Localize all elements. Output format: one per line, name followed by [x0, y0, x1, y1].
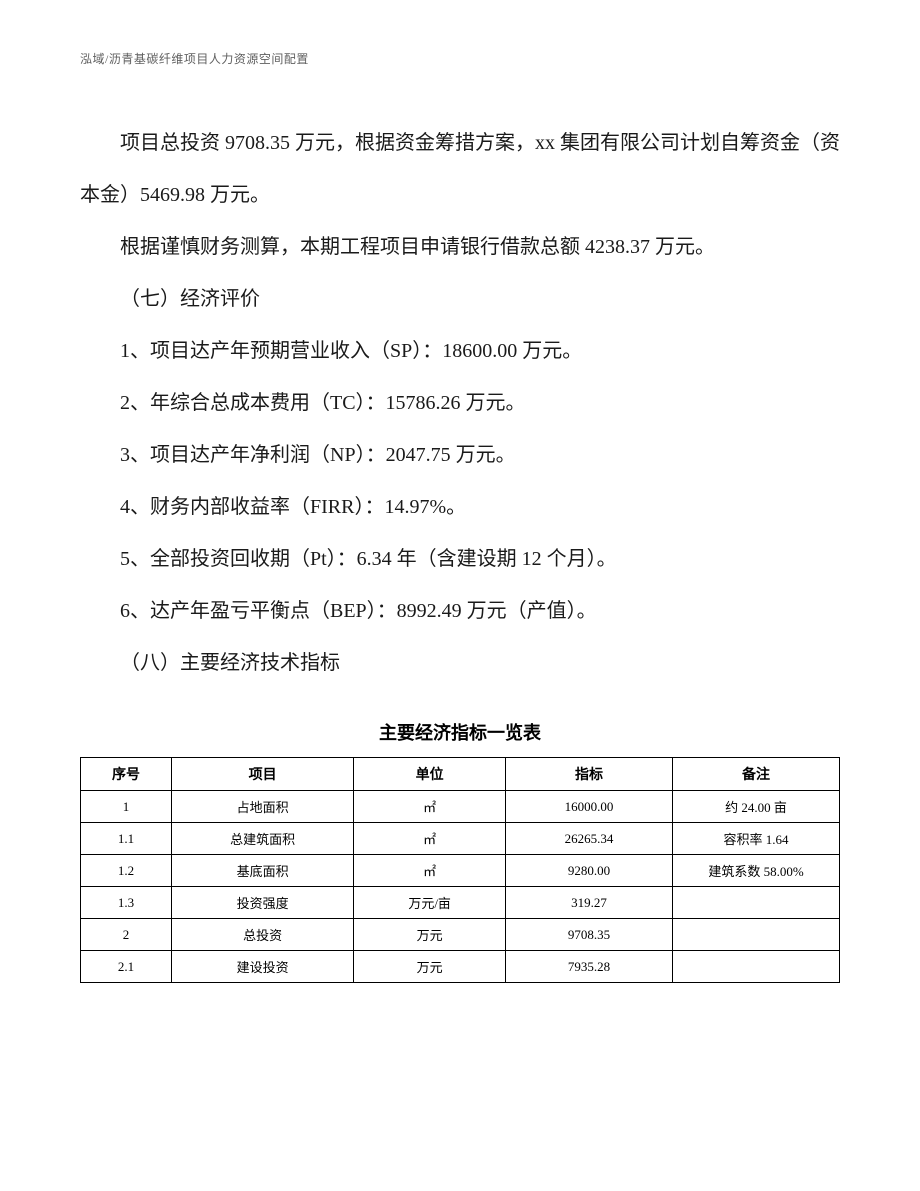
item-bep: 6、达产年盈亏平衡点（BEP）：8992.49 万元（产值）。	[80, 585, 840, 637]
cell-remark	[673, 951, 840, 983]
cell-remark	[673, 919, 840, 951]
cell-seq: 1.1	[81, 823, 172, 855]
cell-unit: ㎡	[354, 823, 506, 855]
cell-unit: 万元/亩	[354, 887, 506, 919]
cell-seq: 1.2	[81, 855, 172, 887]
item-pt: 5、全部投资回收期（Pt）：6.34 年（含建设期 12 个月）。	[80, 533, 840, 585]
page-header: 泓域/沥青基碳纤维项目人力资源空间配置	[80, 50, 840, 67]
cell-indicator: 319.27	[506, 887, 673, 919]
table-header-indicator: 指标	[506, 758, 673, 791]
section-heading-8: （八）主要经济技术指标	[80, 637, 840, 689]
table-header-item: 项目	[172, 758, 354, 791]
table-header-unit: 单位	[354, 758, 506, 791]
table-row: 2.1 建设投资 万元 7935.28	[81, 951, 840, 983]
table-row: 1.3 投资强度 万元/亩 319.27	[81, 887, 840, 919]
cell-unit: ㎡	[354, 791, 506, 823]
document-body: 项目总投资 9708.35 万元，根据资金筹措方案，xx 集团有限公司计划自筹资…	[80, 117, 840, 689]
table-row: 1 占地面积 ㎡ 16000.00 约 24.00 亩	[81, 791, 840, 823]
table-header-seq: 序号	[81, 758, 172, 791]
cell-unit: 万元	[354, 919, 506, 951]
paragraph-investment: 项目总投资 9708.35 万元，根据资金筹措方案，xx 集团有限公司计划自筹资…	[80, 117, 840, 221]
cell-seq: 2	[81, 919, 172, 951]
cell-remark: 容积率 1.64	[673, 823, 840, 855]
table-row: 1.2 基底面积 ㎡ 9280.00 建筑系数 58.00%	[81, 855, 840, 887]
item-tc: 2、年综合总成本费用（TC）：15786.26 万元。	[80, 377, 840, 429]
table-row: 2 总投资 万元 9708.35	[81, 919, 840, 951]
cell-item: 总投资	[172, 919, 354, 951]
economic-indicators-table: 序号 项目 单位 指标 备注 1 占地面积 ㎡ 16000.00 约 24.00…	[80, 757, 840, 983]
cell-unit: 万元	[354, 951, 506, 983]
cell-item: 基底面积	[172, 855, 354, 887]
cell-indicator: 9280.00	[506, 855, 673, 887]
cell-item: 总建筑面积	[172, 823, 354, 855]
item-firr: 4、财务内部收益率（FIRR）：14.97%。	[80, 481, 840, 533]
table-header-row: 序号 项目 单位 指标 备注	[81, 758, 840, 791]
cell-item: 占地面积	[172, 791, 354, 823]
cell-remark	[673, 887, 840, 919]
paragraph-loan: 根据谨慎财务测算，本期工程项目申请银行借款总额 4238.37 万元。	[80, 221, 840, 273]
item-sp: 1、项目达产年预期营业收入（SP）：18600.00 万元。	[80, 325, 840, 377]
cell-seq: 1.3	[81, 887, 172, 919]
cell-remark: 约 24.00 亩	[673, 791, 840, 823]
cell-indicator: 26265.34	[506, 823, 673, 855]
cell-seq: 1	[81, 791, 172, 823]
cell-remark: 建筑系数 58.00%	[673, 855, 840, 887]
table-header-remark: 备注	[673, 758, 840, 791]
cell-item: 投资强度	[172, 887, 354, 919]
item-np: 3、项目达产年净利润（NP）：2047.75 万元。	[80, 429, 840, 481]
table-title: 主要经济指标一览表	[80, 719, 840, 745]
section-heading-7: （七）经济评价	[80, 273, 840, 325]
cell-item: 建设投资	[172, 951, 354, 983]
table-row: 1.1 总建筑面积 ㎡ 26265.34 容积率 1.64	[81, 823, 840, 855]
cell-indicator: 9708.35	[506, 919, 673, 951]
cell-seq: 2.1	[81, 951, 172, 983]
cell-unit: ㎡	[354, 855, 506, 887]
cell-indicator: 16000.00	[506, 791, 673, 823]
cell-indicator: 7935.28	[506, 951, 673, 983]
